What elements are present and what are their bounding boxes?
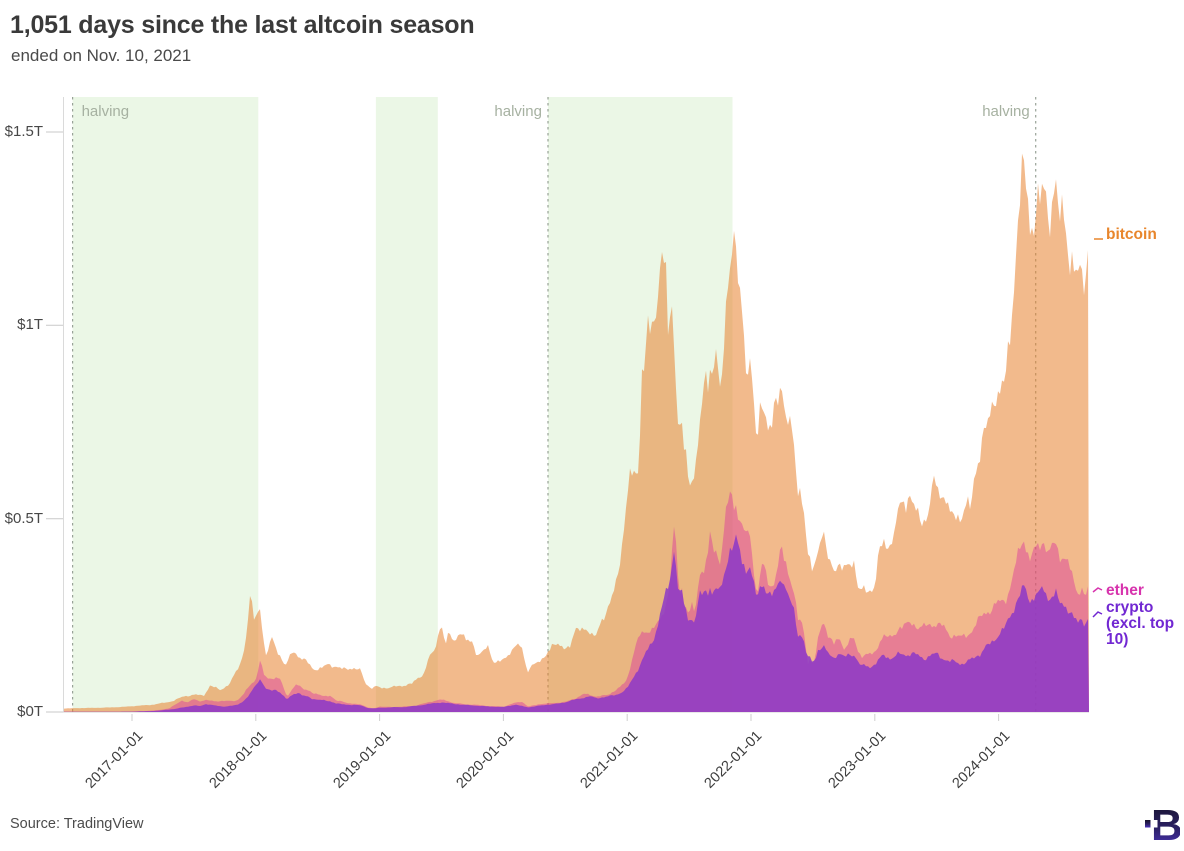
x-tick-label: 2020-01-01 <box>453 728 518 792</box>
x-tick-label: 2023-01-01 <box>825 728 890 792</box>
series-label-ether: ether <box>1106 582 1144 599</box>
logo-notch <box>1153 820 1158 828</box>
halving-band <box>72 97 259 712</box>
area-bitcoin <box>63 153 1089 713</box>
logo-left-block <box>1145 820 1151 828</box>
halving-band <box>375 97 438 712</box>
y-tick-label: $0T <box>17 703 43 720</box>
x-tick-label: 2022-01-01 <box>701 728 766 792</box>
y-tick-label: $0.5T <box>4 510 43 527</box>
page-title: 1,051 days since the last altcoin season <box>10 11 475 39</box>
page-subtitle: ended on Nov. 10, 2021 <box>11 46 192 65</box>
series-leader-mark <box>1092 611 1103 618</box>
x-tick-label: 2018-01-01 <box>206 728 271 792</box>
halving-label: halving <box>982 103 1030 120</box>
area-ether <box>63 491 1089 712</box>
x-tick-label: 2017-01-01 <box>82 728 147 792</box>
x-tick-label: 2019-01-01 <box>330 728 395 792</box>
series-label-bitcoin: bitcoin <box>1106 226 1157 243</box>
source-note: Source: TradingView <box>10 816 144 832</box>
x-tick-label: 2024-01-01 <box>949 728 1014 792</box>
the-block-logo: B <box>1145 801 1180 848</box>
x-tick-label: 2021-01-01 <box>577 728 642 792</box>
series-label-crypto-excl-top10: crypto (excl. top 10) <box>1106 599 1175 648</box>
series-leader-mark <box>1092 587 1103 593</box>
halving-label: halving <box>494 103 542 120</box>
y-tick-label: $1T <box>17 316 43 333</box>
halving-label: halving <box>81 103 130 120</box>
area-crypto <box>63 534 1089 712</box>
y-tick-label: $1.5T <box>4 123 43 140</box>
